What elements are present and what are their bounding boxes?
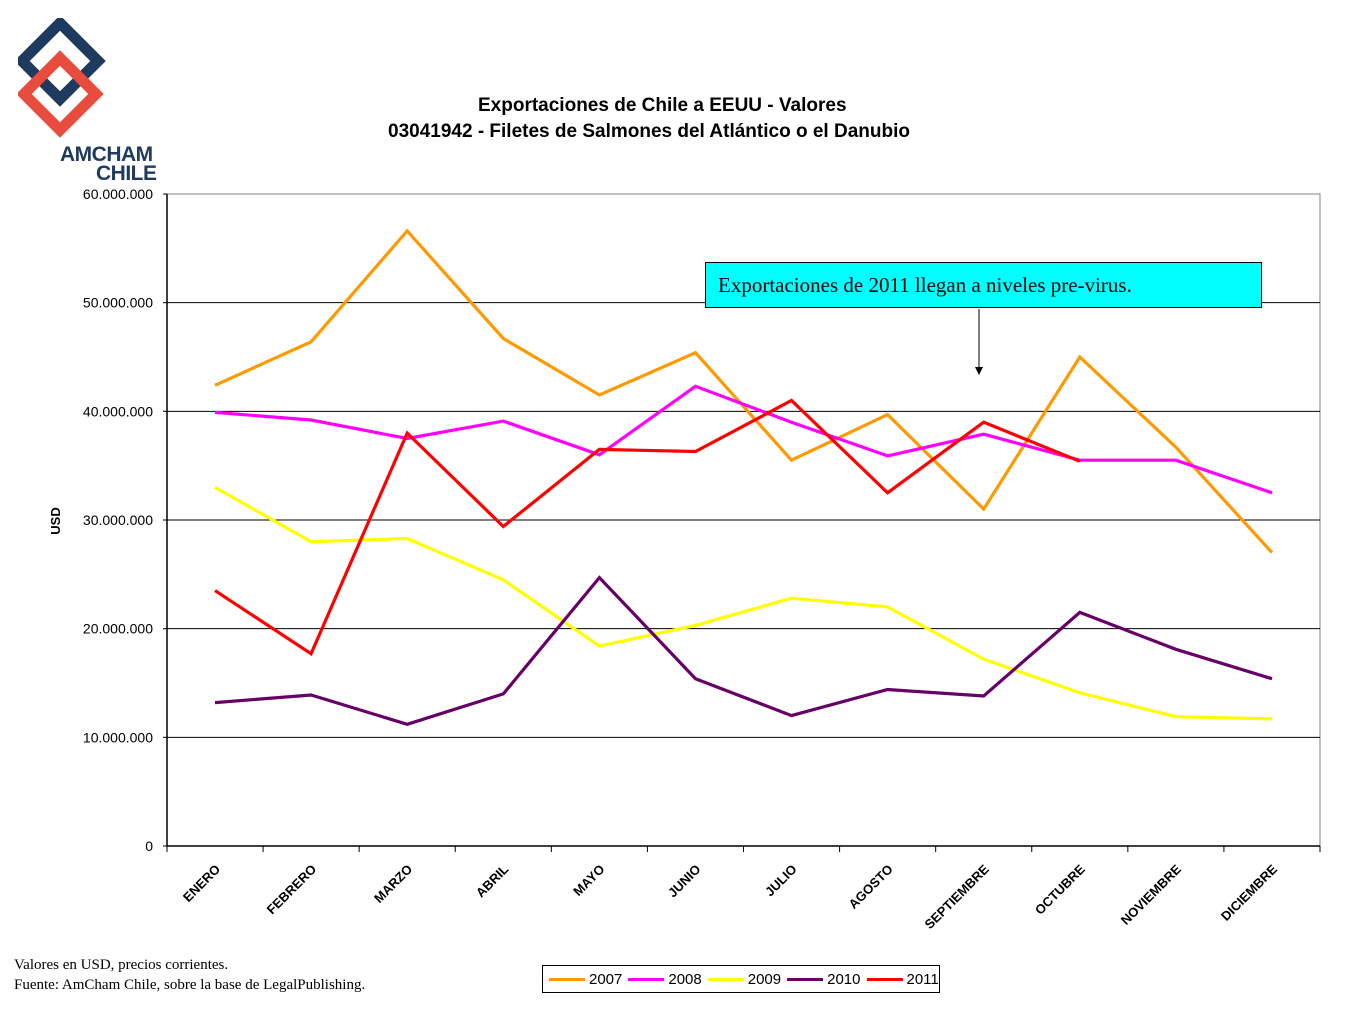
y-axis-ticks: 0 10.000.000 20.000.000 30.000.000 40.000.00…	[83, 186, 167, 854]
y-tick-label: 40.000.000	[83, 403, 153, 419]
series-line-2011	[214, 398, 1081, 657]
y-tick-label: 0	[145, 838, 153, 854]
legend-swatch	[549, 977, 585, 981]
series-lines	[214, 228, 1274, 726]
annotation-arrowhead-icon	[975, 367, 983, 375]
x-tick-label: JULIO	[762, 862, 800, 900]
legend-label: 2009	[747, 970, 782, 988]
x-axis-ticks: ENERO FEBRERO MARZO ABRIL MAYO JUNIO JULIO AGOS…	[166, 846, 1321, 932]
amcham-logo-mark-icon	[14, 15, 106, 138]
legend-label: 2010	[827, 970, 861, 988]
series-line-2007	[214, 228, 1274, 554]
chart-title: Exportaciones de Chile a EEUU - Valores	[478, 95, 847, 116]
legend-swatch	[628, 977, 665, 981]
y-tick-label: 30.000.000	[83, 512, 153, 528]
logo-text-chile: CHILE	[96, 162, 157, 185]
legend-item-2010: 2010	[787, 970, 861, 988]
legend-item-2011: 2011	[866, 970, 939, 988]
legend-swatch	[866, 977, 903, 981]
x-tick-label: MARZO	[371, 862, 415, 906]
x-tick-label: AGOSTO	[845, 862, 895, 912]
legend-label: 2008	[668, 970, 702, 988]
series-line-2008	[214, 384, 1273, 495]
y-axis-label: USD	[48, 507, 63, 534]
y-tick-label: 60.000.000	[83, 186, 153, 202]
x-tick-label: NOVIEMBRE	[1118, 861, 1185, 928]
amcham-logo	[14, 15, 158, 188]
y-tick-label: 20.000.000	[83, 621, 153, 637]
footnotes: Valores en USD, precios corrientes. Fuen…	[14, 955, 365, 995]
x-tick-label: JUNIO	[665, 862, 704, 901]
x-tick-label: ABRIL	[473, 861, 512, 900]
legend-swatch	[787, 977, 824, 981]
legend-label: 2011	[906, 970, 939, 988]
chart-legend: 2007 2008 2009 2010 2011	[542, 965, 940, 993]
x-tick-label: DICIEMBRE	[1218, 861, 1280, 923]
footnote-values: Valores en USD, precios corrientes.	[14, 957, 229, 973]
legend-item-2008: 2008	[628, 970, 702, 988]
legend-item-2007: 2007	[549, 971, 622, 988]
legend-label: 2007	[589, 970, 623, 988]
series-line-2009	[214, 486, 1273, 721]
x-tick-label: ENERO	[180, 862, 223, 905]
footnote-source: Fuente: AmCham Chile, sobre la base de L…	[14, 977, 366, 993]
chart-subtitle: 03041942 - Filetes de Salmones del Atlán…	[388, 121, 910, 142]
y-tick-label: 50.000.000	[83, 295, 153, 311]
legend-swatch	[707, 977, 744, 981]
x-tick-label: MAYO	[570, 862, 607, 899]
series-line-2010	[214, 575, 1273, 726]
logo-text-amcham: AMCHAM	[60, 143, 153, 166]
legend-item-2009: 2009	[707, 970, 782, 988]
x-tick-label: OCTUBRE	[1032, 861, 1088, 917]
y-tick-label: 10.000.000	[83, 729, 153, 745]
x-tick-label: FEBRERO	[264, 862, 320, 918]
annotation-callout: Exportaciones de 2011 llegan a niveles p…	[705, 262, 1262, 308]
x-tick-label: SEPTIEMBRE	[921, 861, 992, 932]
